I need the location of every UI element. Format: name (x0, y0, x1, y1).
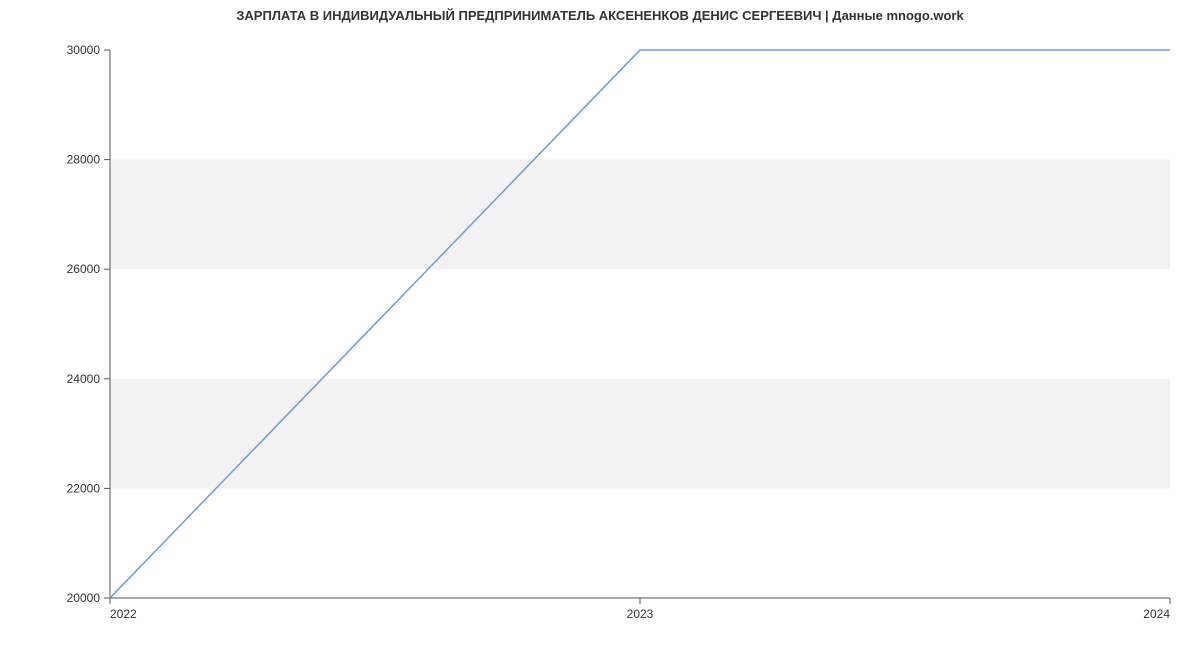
svg-text:26000: 26000 (67, 262, 101, 276)
chart-plot: 20000 22000 24000 26000 28000 30000 2022 2023 20… (0, 0, 1200, 650)
svg-text:20000: 20000 (67, 591, 101, 605)
svg-text:30000: 30000 (67, 43, 101, 57)
chart-container: ЗАРПЛАТА В ИНДИВИДУАЛЬНЫЙ ПРЕДПРИНИМАТЕЛ… (0, 0, 1200, 650)
svg-text:22000: 22000 (67, 481, 101, 495)
svg-text:2024: 2024 (1143, 607, 1170, 621)
svg-text:2022: 2022 (110, 607, 137, 621)
svg-text:2023: 2023 (627, 607, 654, 621)
svg-text:24000: 24000 (67, 372, 101, 386)
svg-text:28000: 28000 (67, 153, 101, 167)
